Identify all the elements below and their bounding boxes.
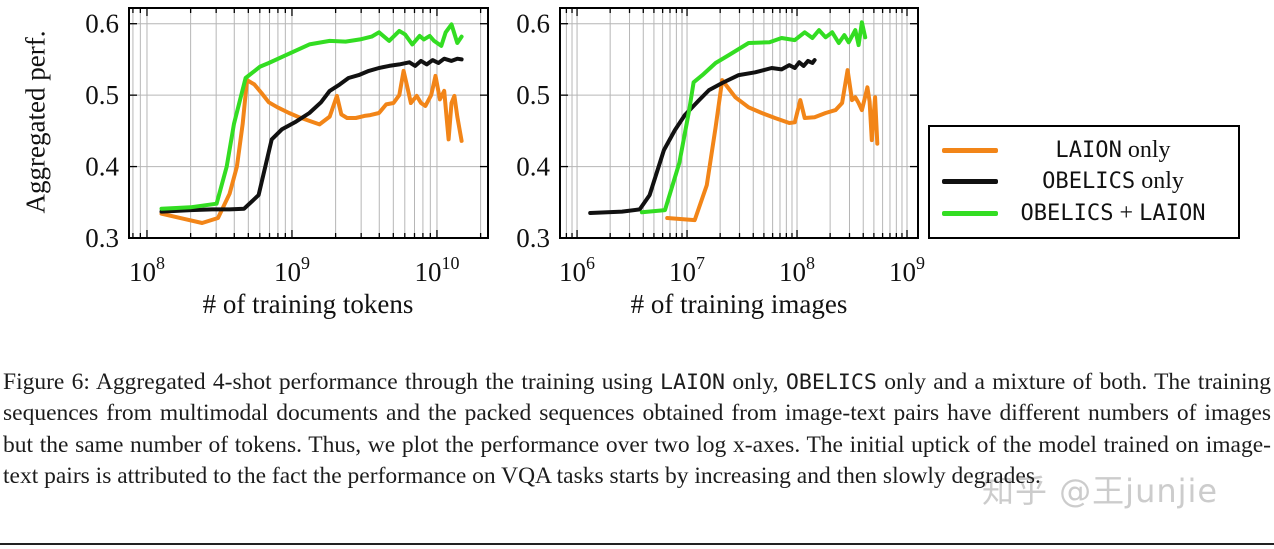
x-axis-label-images: # of training images [630,289,848,319]
x-tick-label: 106 [559,253,595,287]
bottom-rule [0,543,1274,545]
series-line-obelics-only [588,58,817,215]
figure-caption: Figure 6: Aggregated 4-shot performance … [3,367,1271,493]
plot-border [128,7,489,239]
x-axis-label-tokens: # of training tokens [202,289,414,319]
legend: LAION only OBELICS only OBELICS + LAION [928,125,1240,239]
charts-svg: 108 109 1010 0.3 0.4 0.5 0.6 106 107 108 109 0.3 0.4… [85,7,925,287]
y-tick-label: 0.4 [516,152,550,182]
caption-text: only and a mixture of both. The training… [3,368,1272,490]
legend-line-swatch [942,210,998,216]
x-tick-label: 109 [889,253,925,287]
watermark: 知乎 @王junjie [982,472,1219,510]
y-tick-label: 0.5 [516,80,550,110]
y-tick-label: 0.4 [85,152,119,182]
caption-dataset-name: OBELICS [785,369,877,395]
tokens-chart: 108 109 1010 0.3 0.4 0.5 0.6 [85,7,489,287]
images-chart: 106 107 108 109 0.3 0.4 0.5 0.6 [516,7,925,287]
y-tick-label: 0.3 [516,223,550,253]
y-tick-label: 0.5 [85,80,119,110]
y-axis-label: Aggregated perf. [20,30,51,214]
axis-ticks [560,8,918,238]
x-tick-label: 108 [129,253,165,287]
legend-line-swatch [942,179,998,185]
plot-border [559,7,919,239]
x-tick-label: 1010 [414,253,459,287]
series-line-obelics-only [159,56,464,214]
legend-item-label: OBELICS + LAION [1020,199,1206,226]
gridlines [129,8,488,238]
caption-dataset-name: LAION [660,369,726,395]
series-line-obelics-laion [639,20,868,215]
series-line-laion-only [159,68,464,225]
legend-item-label: OBELICS only [1042,168,1184,195]
y-tick-label: 0.6 [85,9,119,39]
caption-text: Figure 6: Aggregated 4-shot performance … [3,368,661,395]
legend-line-swatch [942,148,998,154]
x-tick-label: 109 [274,253,310,287]
legend-item: LAION only [942,137,1228,164]
x-tick-label: 107 [669,253,705,287]
legend-item-label: LAION only [1055,137,1171,164]
legend-item: OBELICS + LAION [942,200,1228,227]
y-tick-label: 0.6 [516,9,550,39]
legend-item: OBELICS only [942,168,1228,195]
caption-text: only, [725,368,786,395]
gridlines [560,8,918,238]
x-tick-label: 108 [779,253,815,287]
y-tick-label: 0.3 [85,223,119,253]
series-line-laion-only [665,68,880,223]
series-line-obelics-laion [159,22,464,211]
